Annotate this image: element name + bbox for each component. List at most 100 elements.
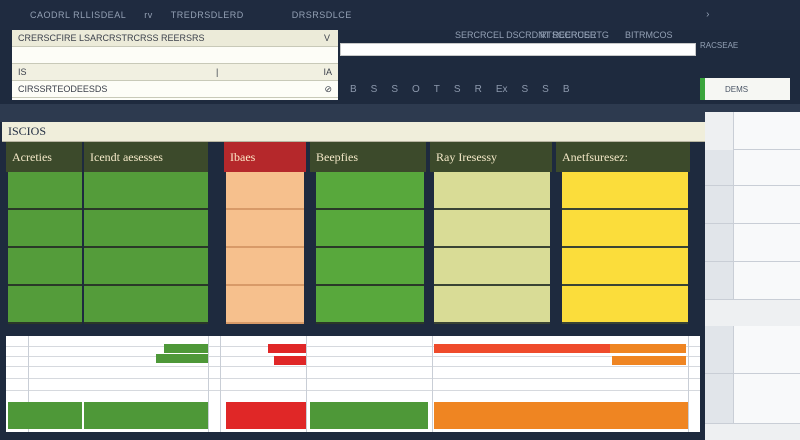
name-box-text: DEMS xyxy=(725,84,749,94)
column-header-3[interactable]: Ibaes xyxy=(224,142,306,172)
formula-row-3[interactable]: IS | IA xyxy=(12,64,338,81)
gridline xyxy=(6,390,700,391)
gridline xyxy=(306,336,307,432)
side-cell[interactable] xyxy=(733,326,800,374)
data-cell[interactable] xyxy=(434,172,550,210)
formula-row-3-tick-icon: | xyxy=(216,67,219,77)
data-cell[interactable] xyxy=(226,248,304,286)
gridline xyxy=(6,378,700,379)
style-icon[interactable]: S xyxy=(391,84,399,95)
gridline xyxy=(6,356,700,357)
data-cell[interactable] xyxy=(8,172,82,210)
ribbon-label-2[interactable]: RTSCCRCEE xyxy=(540,30,596,40)
row-header[interactable] xyxy=(705,326,733,374)
formula-panel: CRERSCFIRE LSARCRSTRCRSS REERSRS V IS | … xyxy=(12,30,338,100)
row-header[interactable] xyxy=(705,262,733,300)
sort-icon[interactable]: S xyxy=(453,84,461,95)
dropdown-chevron-icon[interactable]: › xyxy=(706,9,710,20)
data-cell[interactable] xyxy=(562,172,688,210)
menu-item-1[interactable]: CAODRL RLLISDEAL xyxy=(30,10,127,20)
data-cell[interactable] xyxy=(84,286,208,324)
bar-segment[interactable] xyxy=(156,354,208,363)
formula-row-4[interactable]: CIRSSRTEODEESDS ⊘ xyxy=(12,81,338,98)
row-header[interactable] xyxy=(705,150,733,186)
row-header[interactable] xyxy=(705,374,733,424)
data-cell[interactable] xyxy=(84,172,208,210)
row-header[interactable] xyxy=(705,224,733,262)
formula-row-1-right: V xyxy=(323,33,330,43)
data-cell[interactable] xyxy=(562,248,688,286)
data-cell[interactable] xyxy=(84,248,208,286)
menu-item-3[interactable]: TREDRSDLERD xyxy=(170,10,244,20)
side-cell[interactable] xyxy=(733,224,800,262)
column-header-4[interactable]: Beepfies xyxy=(310,142,426,172)
formula-row-1-text: CRERSCFIRE LSARCRSTRCRSS REERSRS xyxy=(18,33,205,43)
formula-row-2[interactable] xyxy=(12,47,338,64)
total-bar-5[interactable] xyxy=(434,402,688,429)
data-cell[interactable] xyxy=(562,210,688,248)
total-bar-4[interactable] xyxy=(310,402,428,429)
data-cell[interactable] xyxy=(316,286,424,324)
name-box[interactable]: DEMS xyxy=(700,78,790,100)
column-header-5[interactable]: Ray Iresessy xyxy=(430,142,552,172)
gridline xyxy=(208,336,209,432)
data-cell[interactable] xyxy=(316,172,424,210)
total-bar-1[interactable] xyxy=(8,402,82,429)
expand-icon[interactable]: Ex xyxy=(495,84,508,95)
ribbon-search-input[interactable] xyxy=(340,43,696,56)
data-cell[interactable] xyxy=(434,286,550,324)
bar-segment[interactable] xyxy=(164,344,208,353)
bold-icon[interactable]: B xyxy=(350,84,357,95)
sigma-icon[interactable]: S xyxy=(521,84,529,95)
column-header-label: Acreties xyxy=(12,149,52,164)
data-cell[interactable] xyxy=(226,172,304,210)
column-header-label: Anetfsuresez: xyxy=(562,149,628,164)
ribbon-label-1[interactable]: SERCRCEL DSCRDNT REERUSRTG xyxy=(455,30,609,40)
column-header-label: Ray Iresessy xyxy=(436,149,497,164)
bar-segment[interactable] xyxy=(268,344,306,353)
bar-segment[interactable] xyxy=(274,356,306,365)
column-header-6[interactable]: Anetfsuresez: xyxy=(556,142,690,172)
column-header-2[interactable]: Icendt aesesses xyxy=(84,142,208,172)
side-cell[interactable] xyxy=(733,262,800,300)
gridline xyxy=(432,336,433,432)
data-cell[interactable] xyxy=(434,248,550,286)
bar-segment[interactable] xyxy=(434,344,614,353)
gridline xyxy=(6,366,700,367)
formula-row-1[interactable]: CRERSCFIRE LSARCRSTRCRSS REERSRS V xyxy=(12,30,338,47)
total-bar-3[interactable] xyxy=(226,402,306,429)
side-cell[interactable] xyxy=(733,150,800,186)
redo-icon[interactable]: R xyxy=(474,84,482,95)
side-cell[interactable] xyxy=(733,374,800,424)
data-cell[interactable] xyxy=(226,286,304,324)
formula-row-4-expand-icon[interactable]: ⊘ xyxy=(324,83,332,94)
bar-segment[interactable] xyxy=(610,344,686,353)
text-icon[interactable]: T xyxy=(433,84,440,95)
shape-icon[interactable]: S xyxy=(542,84,549,95)
circle-icon[interactable]: O xyxy=(412,84,420,95)
data-cell[interactable] xyxy=(316,210,424,248)
data-cell[interactable] xyxy=(84,210,208,248)
ribbon-right-label: RACSEAE xyxy=(700,41,739,50)
menu-item-4[interactable]: DRSRSDLCE xyxy=(291,10,352,20)
side-sheet-panel xyxy=(705,112,800,440)
data-cell[interactable] xyxy=(316,248,424,286)
side-cell[interactable] xyxy=(733,112,800,150)
data-cell[interactable] xyxy=(562,286,688,324)
data-cell[interactable] xyxy=(434,210,550,248)
total-bar-2[interactable] xyxy=(84,402,208,429)
sheet-title[interactable]: ISCIOS xyxy=(2,122,705,142)
data-cell[interactable] xyxy=(226,210,304,248)
side-cell[interactable] xyxy=(733,186,800,224)
sheet-title-text: ISCIOS xyxy=(8,124,47,138)
menu-item-2[interactable]: rv xyxy=(144,10,153,20)
column-header-1[interactable]: Acreties xyxy=(6,142,82,172)
row-header[interactable] xyxy=(705,186,733,224)
strike-icon[interactable]: S xyxy=(370,84,378,95)
border-icon[interactable]: B xyxy=(562,84,570,95)
data-cell[interactable] xyxy=(8,210,82,248)
ribbon-label-3[interactable]: BITRMCOS xyxy=(625,30,673,40)
data-cell[interactable] xyxy=(8,286,82,324)
data-cell[interactable] xyxy=(8,248,82,286)
bar-segment[interactable] xyxy=(612,356,686,365)
